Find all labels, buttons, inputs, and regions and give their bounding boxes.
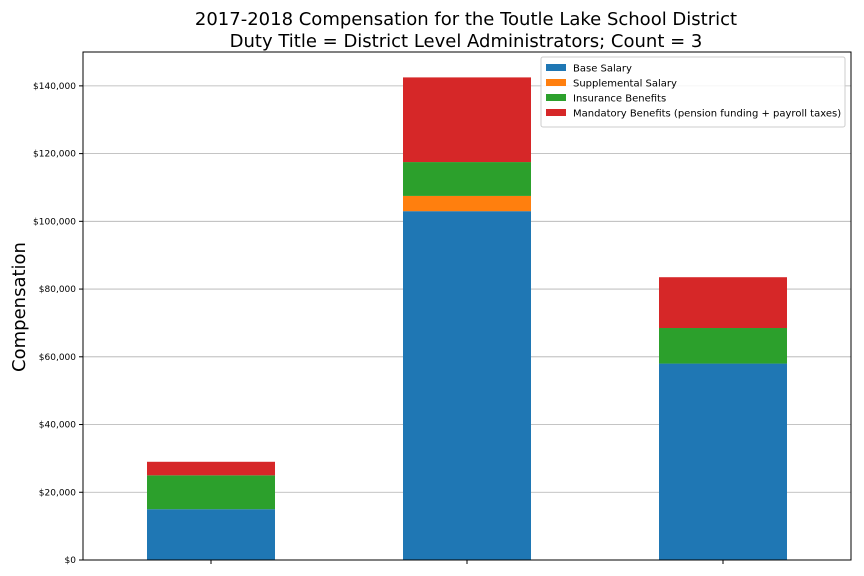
- legend-swatch: [546, 64, 566, 71]
- legend-swatch: [546, 109, 566, 116]
- x-axis-ticks: [210, 560, 724, 564]
- y-tick-label: $60,000: [39, 353, 76, 363]
- y-axis-label: Compensation: [9, 242, 30, 372]
- bar-base-salary: [659, 363, 787, 560]
- legend-label: Supplemental Salary: [573, 79, 677, 90]
- legend-swatch: [546, 79, 566, 86]
- bar-base-salary: [147, 509, 275, 560]
- y-axis-ticks: $0 $20,000 $40,000 $60,000 $80,000 $100,000 $1…: [33, 82, 83, 566]
- bar-mandatory-benefits-pension-funding-payroll-taxes: [147, 461, 275, 476]
- legend-swatch: [546, 94, 566, 101]
- chart-title: 2017-2018 Compensation for the Toutle La…: [195, 9, 737, 30]
- y-tick-label: $40,000: [39, 421, 76, 431]
- y-tick-label: $0: [65, 556, 77, 566]
- bar-base-salary: [403, 211, 531, 560]
- bar-insurance-benefits: [147, 475, 275, 510]
- y-tick-label: $120,000: [33, 150, 76, 160]
- y-tick-label: $20,000: [39, 488, 76, 498]
- y-tick-label: $140,000: [33, 82, 76, 92]
- y-tick-label: $100,000: [33, 217, 76, 227]
- y-tick-label: $80,000: [39, 285, 76, 295]
- bar-supplemental-salary: [403, 195, 531, 212]
- bars: [147, 77, 787, 560]
- legend: Base Salary Supplemental Salary Insurance …: [540, 56, 846, 128]
- chart-subtitle: Duty Title = District Level Administrato…: [230, 31, 703, 52]
- bar-insurance-benefits: [403, 162, 531, 196]
- legend-box: [540, 56, 846, 128]
- bar-insurance-benefits: [659, 328, 787, 364]
- bar-mandatory-benefits-pension-funding-payroll-taxes: [659, 277, 787, 329]
- legend-label: Mandatory Benefits (pension funding + pa…: [573, 109, 841, 120]
- legend-label: Base Salary: [573, 64, 632, 75]
- legend-label: Insurance Benefits: [573, 94, 666, 105]
- bar-mandatory-benefits-pension-funding-payroll-taxes: [403, 77, 531, 163]
